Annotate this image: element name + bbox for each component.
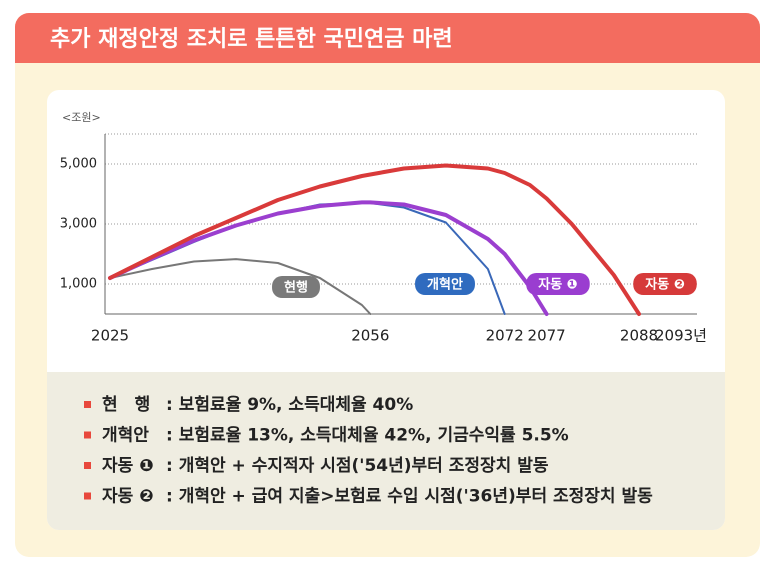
note-label: 자동 ❷ xyxy=(102,487,154,507)
header-bar xyxy=(15,13,760,63)
bullet xyxy=(84,462,91,469)
y-tick-label: 1,000 xyxy=(60,277,97,292)
series-label: 개혁안 xyxy=(415,273,475,295)
y-axis-label: <조원> xyxy=(62,111,101,124)
note-label: 자동 ❶ xyxy=(102,456,154,476)
series-line xyxy=(108,200,549,316)
series-label-text: 자동 ❶ xyxy=(538,278,577,293)
series-label: 자동 ❷ xyxy=(633,273,697,295)
series-label: 현행 xyxy=(272,276,320,298)
series-label-bg xyxy=(272,276,320,298)
x-tick-label: 2025 xyxy=(91,327,129,345)
note-text: : 보험료율 13%, 소득대체율 42%, 기금수익률 5.5% xyxy=(166,425,569,446)
note-text: : 개혁안 + 급여 지출>보험료 수입 시점('36년)부터 조정장치 발동 xyxy=(166,486,653,507)
series-label-text: 개혁안 xyxy=(427,277,463,293)
series-label-bg xyxy=(415,273,475,295)
series-label-text: 자동 ❷ xyxy=(645,278,684,293)
note-label: 개혁안 xyxy=(102,425,149,446)
series-label-bg xyxy=(526,273,590,295)
x-tick-label: 2056 xyxy=(351,327,389,345)
note-label: 현 행 xyxy=(102,395,150,415)
notes-panel xyxy=(47,372,725,530)
series-line xyxy=(109,258,372,315)
series-line xyxy=(108,163,641,316)
x-tick-label: 2088 xyxy=(620,327,658,345)
series-label: 자동 ❶ xyxy=(526,273,590,295)
x-tick-label: 2093년 xyxy=(655,327,707,345)
bullet xyxy=(84,401,91,408)
note-text: : 개혁안 + 수지적자 시점('54년)부터 조정장치 발동 xyxy=(166,455,549,476)
bullet xyxy=(84,492,91,500)
series-label-text: 현행 xyxy=(284,280,308,296)
chart-title: 추가 재정안정 조치로 튼튼한 국민연금 마련 xyxy=(50,27,453,52)
y-tick-label: 3,000 xyxy=(60,217,97,232)
y-tick-label: 5,000 xyxy=(60,157,97,172)
series-label-bg xyxy=(633,273,697,295)
note-text: : 보험료율 9%, 소득대체율 40% xyxy=(166,394,413,415)
bullet xyxy=(84,431,91,439)
x-tick-label: 2077 xyxy=(528,327,566,345)
x-tick-label: 2072 xyxy=(486,327,524,345)
